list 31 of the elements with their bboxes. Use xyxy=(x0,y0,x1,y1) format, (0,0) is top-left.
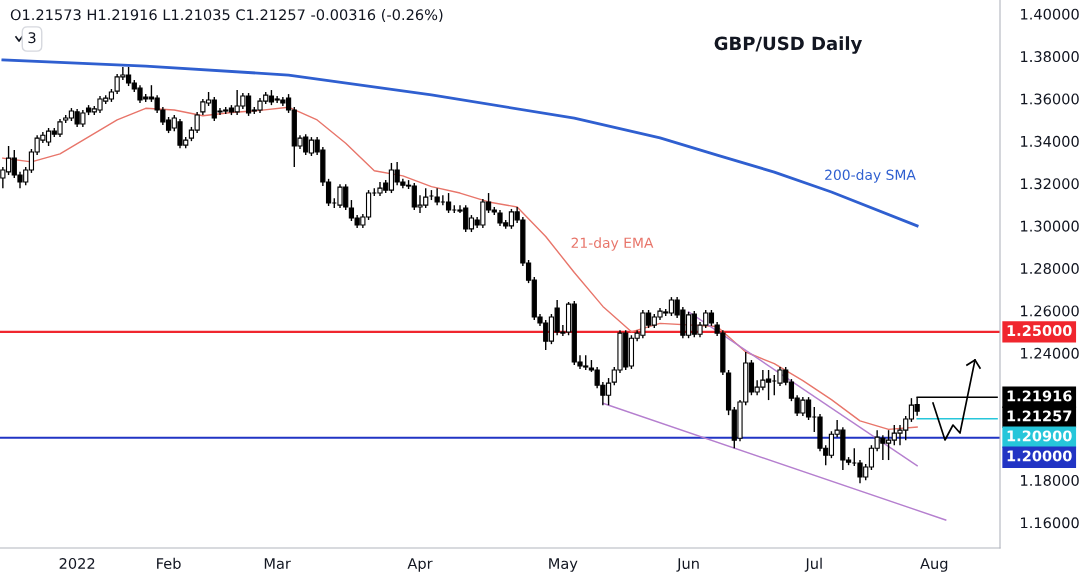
ref-line-label: 1.25000 xyxy=(1007,325,1072,337)
y-tick-label: 1.24000 xyxy=(1021,347,1079,359)
y-tick-label: 1.16000 xyxy=(1021,517,1079,529)
series-label: 1.21916 xyxy=(1007,390,1072,402)
series-label: 1.20900 xyxy=(1007,430,1072,442)
x-tick-label: 2022 xyxy=(59,557,95,570)
x-tick-label: Aug xyxy=(920,558,948,572)
series-label: 21-day EMA xyxy=(571,237,654,251)
ref-line-label: 1.20000 xyxy=(1007,450,1072,462)
candlestick xyxy=(445,192,452,214)
x-tick-label: Apr xyxy=(407,558,433,572)
y-tick-label: 1.32000 xyxy=(1021,178,1079,190)
y-tick-label: 1.30000 xyxy=(1021,220,1079,232)
text: 1.21257 xyxy=(1007,410,1072,422)
x-tick-label: Feb xyxy=(157,557,181,570)
x-tick-label: Mar xyxy=(264,558,291,570)
y-tick-label: 1.28000 xyxy=(1021,263,1079,275)
series-label: 200-day SMA xyxy=(825,169,916,183)
y-tick-label: 1.34000 xyxy=(1021,135,1079,147)
text: GBP/USD Daily xyxy=(714,36,862,54)
y-tick-label: 1.26000 xyxy=(1021,305,1079,317)
text: O1.21573 H1.21916 L1.21035 C1.21257 -0.00316 (-0.26%) xyxy=(10,8,443,22)
y-tick-label: 1.18000 xyxy=(1021,474,1079,486)
annotation: 3 xyxy=(28,32,36,44)
y-tick-label: 1.38000 xyxy=(1021,51,1079,63)
x-tick-label: Jul xyxy=(804,557,822,572)
line-series xyxy=(1,58,919,228)
y-tick-label: 1.36000 xyxy=(1021,93,1079,105)
x-tick-label: Jun xyxy=(676,558,699,572)
x-tick-label: May xyxy=(549,558,578,572)
y-tick-label: 1.40000 xyxy=(1021,8,1079,20)
